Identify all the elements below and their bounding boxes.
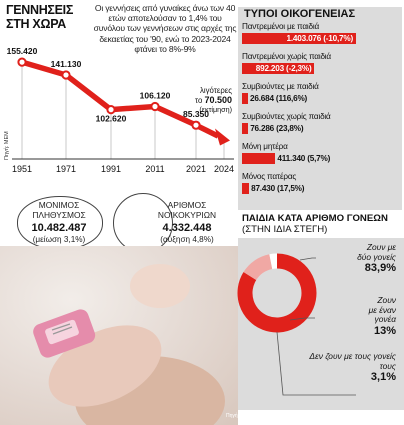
children-donut-chart: [237, 253, 317, 333]
donut-value: 13%: [373, 324, 396, 337]
births-year-label: 1951: [12, 164, 32, 174]
children-title: ΠΑΙΔΙΑ ΚΑΤΑ ΑΡΙΘΜΟ ΓΟΝΕΩΝ (ΣΤΗΝ ΙΔΙΑ ΣΤΕ…: [242, 213, 388, 235]
births-annotation-line3: (εκτίμηση): [199, 105, 232, 114]
births-arrow-head: [215, 128, 230, 146]
births-year-label: 2021: [186, 164, 206, 174]
births-annotation-value: 70.500: [204, 95, 232, 105]
family-type-bar: [242, 183, 250, 194]
family-type-value: 26.684 (116,6%): [250, 94, 308, 103]
family-type-bar: [242, 123, 249, 134]
population-label: ΜΟΝΙΜΟΣ ΠΛΗΘΥΣΜΟΣ: [32, 200, 86, 220]
births-point: [61, 70, 71, 80]
households-label: ΑΡΙΘΜΟΣ ΝΟΙΚΟΚΥΡΙΩΝ: [157, 200, 217, 220]
households-value: 4.332.448: [162, 222, 212, 234]
photo-credit: Πηγή: [226, 413, 238, 419]
births-year-label: 2011: [145, 164, 164, 174]
births-line-chart: 155.420 1951 141.130 1971 102.620 1991 106.120…: [3, 46, 234, 174]
family-type-bar: [242, 33, 356, 44]
family-type-label: Μόνη μητέρα: [242, 142, 288, 151]
family-type-label: Παντρεμένοι χωρίς παιδιά: [242, 52, 331, 61]
donut-value: 83,9%: [364, 262, 396, 274]
births-point: [17, 57, 27, 67]
births-title: ΓΕΝΝΗΣΕΙΣ ΣΤΗ ΧΩΡΑ: [6, 3, 74, 31]
family-type-value: 87.430 (17,5%): [251, 184, 305, 193]
births-year-label: 1971: [56, 164, 76, 174]
births-note: Οι γεννήσεις από γυναίκες άνω των 40 ετώ…: [93, 3, 237, 54]
donut-category-label: Ζουν με έναν γονέα: [368, 295, 396, 324]
births-value-label: 141.130: [51, 59, 82, 69]
donut-category-label: Δεν ζουν με τους γονείς τους: [309, 351, 396, 371]
bracelet-barcode: [51, 323, 71, 331]
donut-legend-entry: Ζουν με δύο γονείς 83,9%: [316, 242, 396, 274]
births-year-label: 1991: [101, 164, 121, 174]
family-type-value: 892.203 (-2,3%): [255, 64, 312, 73]
donut-slice: [243, 254, 273, 281]
family-types-title: ΤΥΠΟΙ ΟΙΚΟΓΕΝΕΙΑΣ: [244, 8, 356, 20]
births-point: [191, 120, 201, 130]
bracelet-label: [45, 319, 79, 345]
donut-slice: [237, 253, 317, 333]
baby-fist-shape: [130, 264, 190, 308]
family-type-label: Συμβιούντες χωρίς παιδιά: [242, 112, 331, 121]
population-circle: [17, 196, 103, 250]
family-type-value: 76.286 (23,8%): [250, 124, 304, 133]
donut-value: 3,1%: [370, 371, 396, 383]
family-type-bar: [242, 93, 248, 104]
population-value: 10.482.487: [31, 222, 87, 234]
family-type-value: 411.340 (5,7%): [277, 154, 331, 163]
births-value-label: 85.350: [183, 109, 209, 119]
births-point: [150, 101, 160, 112]
family-type-bar: [242, 63, 315, 74]
births-source: Πηγή: ΜΕΜ: [3, 131, 10, 160]
donut-slice: [269, 253, 278, 269]
family-type-label: Παντρεμένοι με παιδιά: [242, 22, 320, 31]
donut-legend-entry: Ζουν με έναν γονέα 13%: [316, 295, 396, 337]
births-value-label: 102.620: [96, 114, 127, 124]
births-annotation-line1: λιγότερες: [200, 86, 232, 95]
births-year-label: 2024: [214, 164, 234, 174]
births-value-label: 155.420: [7, 46, 38, 56]
births-value-label: 106.120: [140, 90, 171, 100]
family-type-value: 1.403.076 (-10,7%): [286, 34, 354, 43]
family-type-bar: [242, 153, 276, 164]
donut-category-label: Ζουν με δύο γονείς: [357, 242, 396, 262]
family-type-label: Μόνος πατέρας: [242, 172, 297, 181]
donut-legend-entry: Δεν ζουν με τους γονείς τους 3,1%: [300, 351, 396, 383]
births-annotation-line2: το 70.500: [195, 95, 232, 105]
baby-hand-photo: [0, 246, 238, 425]
population-change: (μείωση 3,1%): [32, 235, 86, 244]
births-point: [106, 105, 116, 115]
family-type-label: Συμβιούντες με παιδιά: [242, 82, 319, 91]
baby-hand-illustration: [33, 264, 225, 425]
households-change: (αύξηση 4,8%): [160, 235, 214, 244]
births-marks: 155.420 1951 141.130 1971 102.620 1991 106.120…: [7, 46, 234, 174]
